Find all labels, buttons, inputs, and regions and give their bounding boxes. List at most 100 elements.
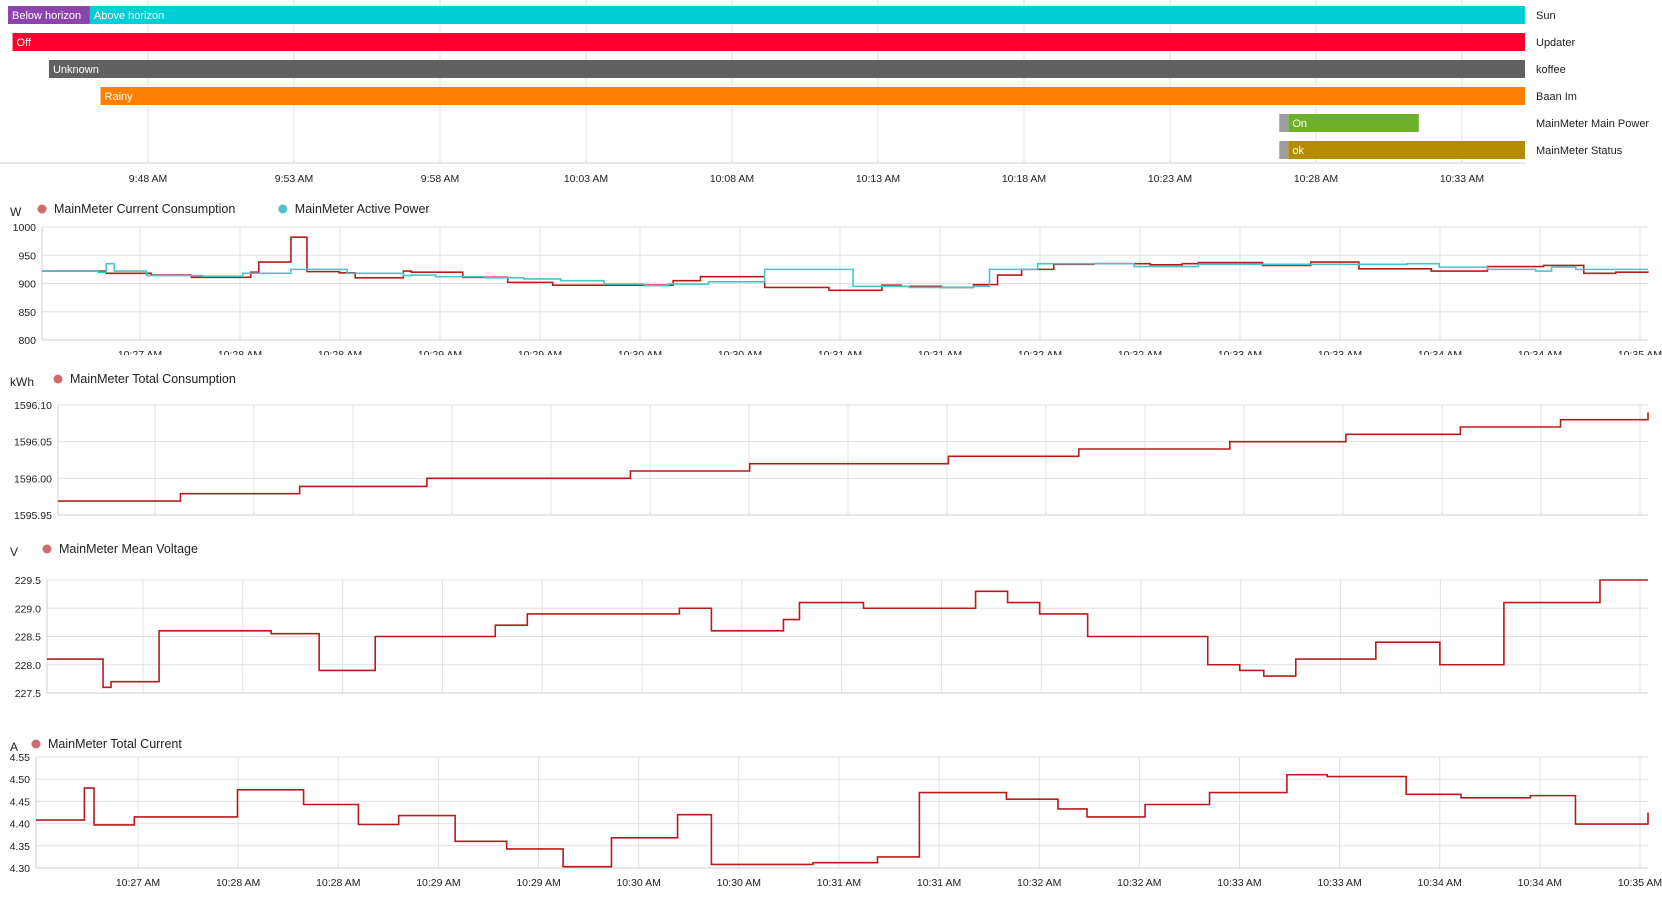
series-line bbox=[36, 773, 1649, 868]
x-tick-label: 10:35 AM bbox=[1618, 877, 1662, 889]
x-tick-label: 10:33 AM bbox=[1321, 524, 1365, 525]
x-tick-label: 10:30 AM bbox=[628, 524, 672, 525]
x-tick-label: 10:28 AM bbox=[331, 524, 375, 525]
x-tick-label: 10:34 AM bbox=[1420, 524, 1464, 525]
series-line bbox=[47, 579, 1648, 689]
y-tick-label: 4.30 bbox=[10, 863, 31, 875]
timeline-segment-label: Below horizon bbox=[12, 10, 81, 22]
x-tick-label: 10:32 AM bbox=[1118, 349, 1162, 355]
y-unit-label: kWh bbox=[10, 375, 34, 389]
x-tick-label: 10:29 AM bbox=[418, 349, 462, 355]
x-tick-label: 10:28 AM bbox=[318, 349, 362, 355]
timeline-segment bbox=[1288, 141, 1525, 159]
y-tick-label: 4.35 bbox=[10, 841, 31, 853]
x-tick-label: 10:28 AM bbox=[216, 877, 260, 889]
x-tick-label: 10:34 AM bbox=[1518, 877, 1562, 889]
x-tick-label: 10:32 AM bbox=[1018, 349, 1062, 355]
x-tick-label: 10:29 AM bbox=[430, 524, 474, 525]
timeline-tick-label: 10:18 AM bbox=[1002, 173, 1046, 185]
timeline-segment bbox=[89, 6, 1526, 24]
x-tick-label: 10:29 AM bbox=[529, 524, 573, 525]
x-tick-label: 10:31 AM bbox=[917, 877, 961, 889]
x-tick-label: 10:31 AM bbox=[826, 524, 870, 525]
y-tick-label: 1596.10 bbox=[14, 400, 52, 412]
series-line bbox=[42, 262, 1648, 289]
timeline-tick-label: 9:48 AM bbox=[129, 173, 168, 185]
timeline-tick-label: 9:53 AM bbox=[275, 173, 314, 185]
timeline-segment bbox=[8, 6, 90, 24]
series-line bbox=[42, 236, 1649, 292]
x-tick-label: 10:35 AM bbox=[1618, 524, 1662, 525]
timeline-tick-label: 9:58 AM bbox=[421, 173, 460, 185]
x-tick-label: 10:27 AM bbox=[116, 877, 160, 889]
legend-entry: MainMeter Total Consumption bbox=[70, 372, 236, 386]
legend-marker bbox=[31, 739, 41, 749]
timeline-segment-label: Off bbox=[17, 37, 32, 49]
timeline-segment-label: On bbox=[1292, 118, 1307, 130]
x-tick-label: 10:31 AM bbox=[918, 349, 962, 355]
y-tick-label: 1596.05 bbox=[14, 437, 52, 449]
x-tick-label: 10:34 AM bbox=[1518, 349, 1562, 355]
y-tick-label: 1595.95 bbox=[14, 510, 52, 522]
x-tick-label: 10:32 AM bbox=[1123, 524, 1167, 525]
timeline-row-label: Sun bbox=[1536, 10, 1556, 22]
y-unit-label: A bbox=[10, 740, 18, 754]
power-chart: W MainMeter Current Consumption MainMeter … bbox=[10, 202, 1662, 355]
y-tick-label: 229.5 bbox=[15, 575, 41, 587]
y-tick-label: 1596.00 bbox=[14, 473, 52, 485]
y-tick-label: 4.55 bbox=[10, 752, 31, 764]
current-chart: A MainMeter Total Current 4.30 4.35 4.40 4.45… bbox=[10, 737, 1662, 889]
y-unit-label: W bbox=[10, 205, 22, 219]
timeline-segment bbox=[100, 87, 1526, 105]
y-tick-label: 229.0 bbox=[15, 603, 41, 615]
x-tick-label: 10:31 AM bbox=[925, 524, 969, 525]
legend-marker bbox=[37, 204, 47, 214]
x-tick-label: 10:28 AM bbox=[232, 524, 276, 525]
x-tick-label: 10:28 AM bbox=[218, 349, 262, 355]
x-tick-label: 10:30 AM bbox=[717, 877, 761, 889]
y-tick-label: 4.45 bbox=[10, 796, 31, 808]
x-tick-label: 10:30 AM bbox=[618, 349, 662, 355]
x-tick-label: 10:30 AM bbox=[616, 877, 660, 889]
timeline-tick-label: 10:23 AM bbox=[1148, 173, 1192, 185]
legend-entry: MainMeter Current Consumption bbox=[54, 202, 235, 216]
timeline-segment-label: ok bbox=[1292, 145, 1304, 157]
timeline-row-label: MainMeter Status bbox=[1536, 145, 1623, 157]
timeline-segment bbox=[12, 33, 1525, 51]
legend-entry: MainMeter Total Current bbox=[48, 737, 182, 751]
timeline-segment-label: Rainy bbox=[105, 91, 134, 103]
timeline-segment bbox=[1279, 141, 1289, 159]
legend-marker bbox=[278, 204, 288, 214]
y-tick-label: 950 bbox=[18, 250, 36, 262]
x-tick-label: 10:27 AM bbox=[118, 349, 162, 355]
timeline-tick-label: 10:33 AM bbox=[1440, 173, 1484, 185]
y-tick-label: 227.5 bbox=[15, 688, 41, 700]
y-unit-label: V bbox=[10, 545, 18, 559]
timeline-row-label: Baan Im bbox=[1536, 91, 1577, 103]
timeline-row-label: koffee bbox=[1536, 64, 1566, 76]
x-tick-label: 10:34 AM bbox=[1519, 524, 1563, 525]
x-tick-label: 10:32 AM bbox=[1024, 524, 1068, 525]
legend-marker bbox=[53, 374, 63, 384]
x-tick-label: 10:33 AM bbox=[1222, 524, 1266, 525]
y-tick-label: 4.40 bbox=[10, 819, 31, 831]
series-line bbox=[58, 412, 1649, 502]
x-tick-label: 10:31 AM bbox=[818, 349, 862, 355]
x-tick-label: 10:33 AM bbox=[1217, 877, 1261, 889]
timeline-segment-label: Unknown bbox=[53, 64, 99, 76]
y-tick-label: 228.0 bbox=[15, 660, 41, 672]
x-tick-label: 10:29 AM bbox=[416, 877, 460, 889]
legend-entry: MainMeter Mean Voltage bbox=[59, 542, 198, 556]
timeline-segment bbox=[48, 60, 1526, 78]
x-tick-label: 10:34 AM bbox=[1418, 349, 1462, 355]
y-tick-label: 4.50 bbox=[10, 774, 31, 786]
state-timeline: 9:48 AM 9:53 AM 9:58 AM 10:03 AM 10:08 AM 10:… bbox=[0, 0, 1649, 185]
timeline-segment bbox=[1288, 114, 1419, 132]
x-tick-label: 10:30 AM bbox=[718, 349, 762, 355]
x-tick-label: 10:30 AM bbox=[727, 524, 771, 525]
y-tick-label: 850 bbox=[18, 307, 36, 319]
timeline-tick-label: 10:13 AM bbox=[856, 173, 900, 185]
timeline-row-label: Updater bbox=[1536, 37, 1575, 49]
x-tick-label: 10:31 AM bbox=[817, 877, 861, 889]
x-tick-label: 10:32 AM bbox=[1117, 877, 1161, 889]
